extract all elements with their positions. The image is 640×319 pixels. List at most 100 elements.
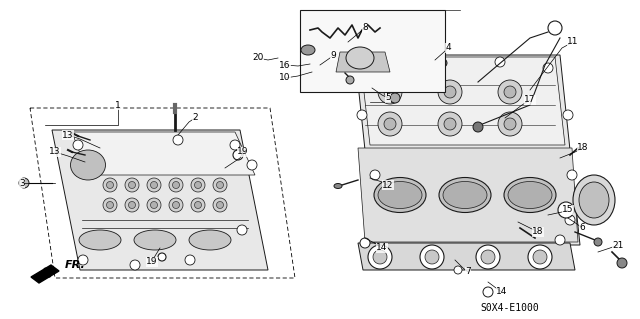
Text: 17: 17 <box>524 95 536 105</box>
Text: 5: 5 <box>385 93 391 102</box>
Text: 8: 8 <box>362 24 368 33</box>
Text: 16: 16 <box>279 61 291 70</box>
Circle shape <box>384 118 396 130</box>
Circle shape <box>378 112 402 136</box>
Ellipse shape <box>579 182 609 218</box>
Circle shape <box>19 178 29 188</box>
Circle shape <box>213 198 227 212</box>
Circle shape <box>444 118 456 130</box>
Text: 10: 10 <box>279 73 291 83</box>
Circle shape <box>498 112 522 136</box>
Circle shape <box>357 110 367 120</box>
Text: 9: 9 <box>330 50 336 60</box>
Circle shape <box>495 57 505 67</box>
Circle shape <box>438 80 462 104</box>
Polygon shape <box>358 148 578 242</box>
Ellipse shape <box>378 182 422 209</box>
Circle shape <box>498 80 522 104</box>
Circle shape <box>427 50 443 66</box>
Text: 3: 3 <box>19 179 25 188</box>
Circle shape <box>78 255 88 265</box>
Text: 18: 18 <box>532 227 544 236</box>
Circle shape <box>370 170 380 180</box>
Circle shape <box>420 245 444 269</box>
Text: 19: 19 <box>237 147 249 157</box>
Circle shape <box>558 202 574 218</box>
Circle shape <box>233 150 243 160</box>
Text: S0X4-E1000: S0X4-E1000 <box>481 303 540 313</box>
Ellipse shape <box>573 175 615 225</box>
Ellipse shape <box>443 182 487 209</box>
Circle shape <box>481 250 495 264</box>
Circle shape <box>444 86 456 98</box>
Circle shape <box>360 238 370 248</box>
Circle shape <box>173 135 183 145</box>
Text: 15: 15 <box>563 205 573 214</box>
Text: 20: 20 <box>252 54 264 63</box>
Text: 11: 11 <box>567 38 579 47</box>
Circle shape <box>125 198 139 212</box>
Circle shape <box>373 250 387 264</box>
Circle shape <box>230 140 240 150</box>
Ellipse shape <box>504 177 556 212</box>
Circle shape <box>129 202 136 209</box>
Circle shape <box>216 182 223 189</box>
Circle shape <box>103 198 117 212</box>
Circle shape <box>216 202 223 209</box>
Text: 7: 7 <box>465 268 471 277</box>
Circle shape <box>473 122 483 132</box>
Circle shape <box>454 266 462 274</box>
Circle shape <box>237 225 247 235</box>
Text: 1: 1 <box>115 100 121 109</box>
Ellipse shape <box>79 230 121 250</box>
Text: 14: 14 <box>376 243 388 253</box>
Circle shape <box>617 258 627 268</box>
Circle shape <box>548 21 562 35</box>
Ellipse shape <box>508 182 552 209</box>
Text: 18: 18 <box>577 144 589 152</box>
Circle shape <box>504 86 516 98</box>
Ellipse shape <box>334 183 342 189</box>
Circle shape <box>565 215 575 225</box>
Ellipse shape <box>374 177 426 212</box>
Circle shape <box>504 118 516 130</box>
Text: 21: 21 <box>612 241 624 249</box>
Circle shape <box>195 182 202 189</box>
Circle shape <box>147 178 161 192</box>
Polygon shape <box>31 265 59 283</box>
Circle shape <box>169 198 183 212</box>
Text: 12: 12 <box>382 181 394 189</box>
Circle shape <box>363 63 373 73</box>
Text: 19: 19 <box>147 257 157 266</box>
Ellipse shape <box>134 230 176 250</box>
Circle shape <box>438 112 462 136</box>
Circle shape <box>185 255 195 265</box>
Circle shape <box>594 238 602 246</box>
Circle shape <box>195 202 202 209</box>
Polygon shape <box>358 243 575 270</box>
Text: 13: 13 <box>62 130 74 139</box>
Text: FR.: FR. <box>65 260 86 270</box>
Ellipse shape <box>301 45 315 55</box>
Circle shape <box>439 59 447 67</box>
Circle shape <box>533 250 547 264</box>
Circle shape <box>563 110 573 120</box>
Circle shape <box>169 178 183 192</box>
Circle shape <box>129 182 136 189</box>
Circle shape <box>130 260 140 270</box>
Circle shape <box>431 54 439 62</box>
Circle shape <box>106 202 113 209</box>
Circle shape <box>567 170 577 180</box>
Circle shape <box>147 198 161 212</box>
Circle shape <box>150 182 157 189</box>
Circle shape <box>191 178 205 192</box>
Circle shape <box>425 250 439 264</box>
Text: 4: 4 <box>445 43 451 53</box>
Circle shape <box>384 86 396 98</box>
Polygon shape <box>360 57 565 145</box>
Ellipse shape <box>346 47 374 69</box>
Circle shape <box>346 76 354 84</box>
Text: 14: 14 <box>496 287 508 296</box>
Circle shape <box>528 245 552 269</box>
Circle shape <box>158 253 166 261</box>
